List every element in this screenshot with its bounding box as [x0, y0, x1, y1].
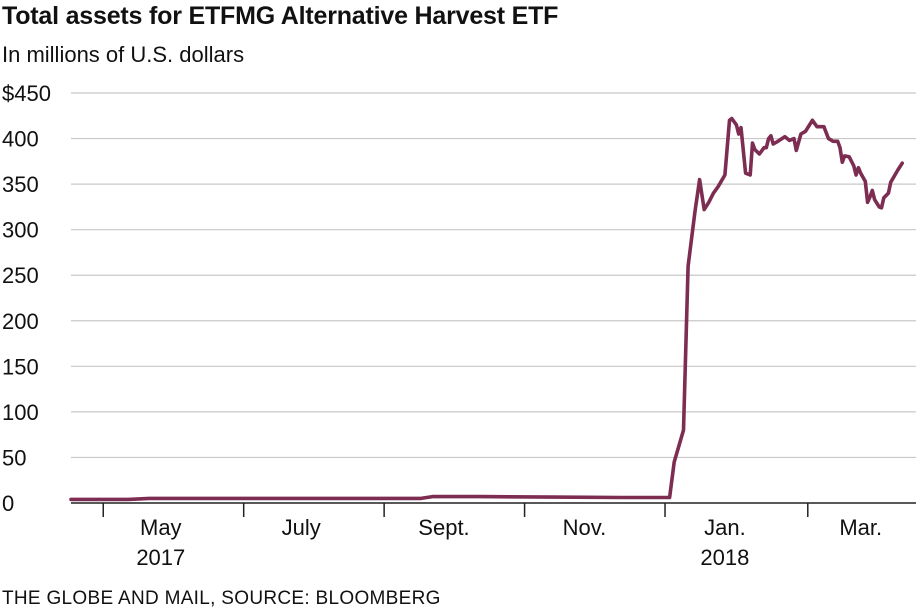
y-tick-label-300: 300 — [2, 218, 39, 243]
x-tick-year-2018: 2018 — [700, 545, 749, 570]
y-tick-label-400: 400 — [2, 127, 39, 152]
x-tick-label-july: July — [282, 515, 321, 540]
y-tick-label-150: 150 — [2, 354, 39, 379]
x-tick-label-sept: Sept. — [418, 515, 469, 540]
series-line-0 — [69, 116, 904, 502]
source-credit: THE GLOBE AND MAIL, SOURCE: BLOOMBERG — [2, 588, 441, 609]
x-tick-label-nov: Nov. — [563, 515, 607, 540]
series-layer — [69, 116, 904, 502]
y-tick-label-200: 200 — [2, 309, 39, 334]
y-tick-label-450: $450 — [2, 81, 51, 106]
x-tick-label-may: May — [140, 515, 182, 540]
y-axis-tick-labels: 0 50 100 150 200 250 300 350 400 $450 — [2, 81, 51, 516]
y-tick-label-50: 50 — [2, 445, 26, 470]
x-tick-label-jan: Jan. — [704, 515, 746, 540]
y-tick-label-100: 100 — [2, 400, 39, 425]
x-axis-tick-labels: May 2017 July Sept. Nov. Jan. 2018 Mar. — [136, 515, 882, 570]
x-tick-year-2017: 2017 — [136, 545, 185, 570]
chart-subtitle: In millions of U.S. dollars — [2, 42, 245, 67]
gridlines — [71, 92, 916, 459]
chart-title: Total assets for ETFMG Alternative Harve… — [2, 2, 559, 30]
x-tick-label-mar: Mar. — [839, 515, 882, 540]
x-axis — [71, 502, 916, 517]
y-tick-label-250: 250 — [2, 263, 39, 288]
y-tick-label-350: 350 — [2, 172, 39, 197]
y-tick-label-0: 0 — [2, 491, 14, 516]
